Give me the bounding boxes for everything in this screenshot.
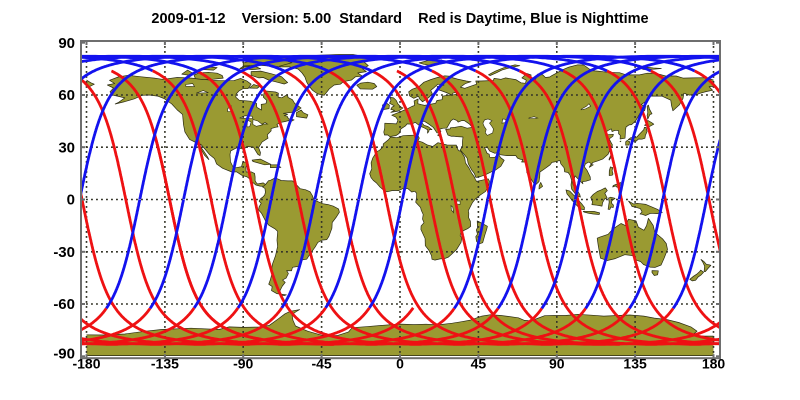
svg-text:2009-01-12 Version: 5.00 S: 2009-01-12 Version: 5.00 Standard Red is… [151,11,648,27]
svg-text:0: 0 [396,355,404,371]
svg-text:-180: -180 [72,355,100,371]
svg-text:45: 45 [471,355,487,371]
svg-text:180: 180 [702,355,726,371]
svg-text:-90: -90 [233,355,253,371]
svg-text:135: 135 [623,355,647,371]
svg-text:-90: -90 [53,346,75,363]
svg-text:60: 60 [58,87,75,104]
svg-text:90: 90 [549,355,565,371]
svg-text:-135: -135 [151,355,179,371]
svg-text:30: 30 [58,139,75,156]
svg-text:-45: -45 [311,355,331,371]
svg-text:90: 90 [58,35,75,52]
svg-text:-30: -30 [53,244,75,261]
svg-text:-60: -60 [53,296,75,313]
svg-text:0: 0 [67,192,75,209]
